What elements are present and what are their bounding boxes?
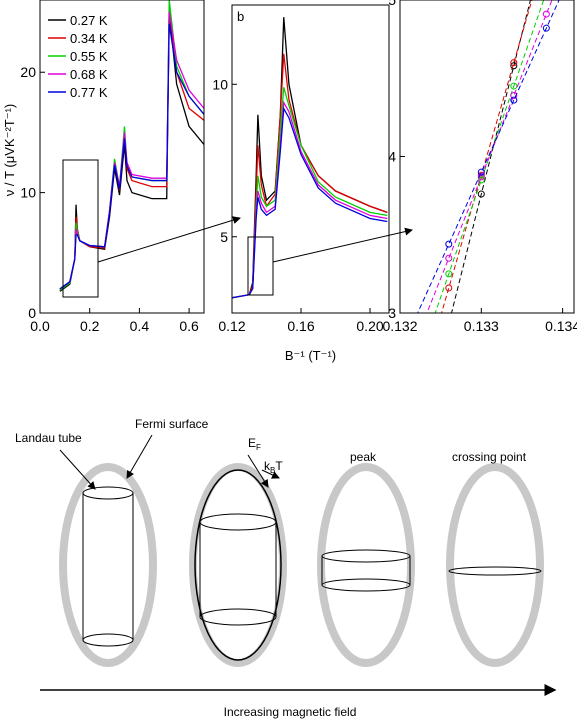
point [413,337,419,343]
label: kBT [264,459,283,475]
point [445,284,453,292]
tube-end [199,608,277,626]
label: Landau tube [15,431,82,445]
series-line [441,0,533,313]
arrow [126,434,153,479]
point [542,10,550,18]
tube-end [448,566,542,576]
fermi-surface [189,463,287,667]
x-tick-label: 0.16 [287,318,314,334]
point [477,168,485,176]
tube-end [321,578,411,592]
legend-label: 0.27 K [70,13,108,28]
point [542,24,550,32]
arrow [97,216,241,263]
x-tick-label: 0.0 [30,318,50,334]
point [446,321,452,327]
diagram [40,434,557,696]
point [445,270,453,278]
axis-label: Increasing magnetic field [224,705,357,719]
legend-label: 0.68 K [70,67,108,82]
point [510,62,518,70]
x-tick-label: 0.20 [356,318,383,334]
label: E [248,436,256,450]
x-tick-label: 0.4 [130,318,150,334]
legend-label: 0.77 K [70,85,108,100]
legend-label: 0.55 K [70,49,108,64]
series-line [434,0,545,313]
y-tick-label: 10 [212,76,228,92]
y-tick-label: 4 [388,149,396,165]
point [510,96,518,104]
point [477,173,485,181]
y-tick-label: 0 [28,305,36,321]
point [477,176,485,184]
fermi-surface [59,463,157,667]
point [413,365,419,371]
point [510,59,518,67]
fermi-surface [446,463,544,667]
legend-label: 0.34 K [70,31,108,46]
point [510,91,518,99]
y-tick-label: 10 [20,185,36,201]
plot-frame [231,4,390,314]
tube-end [321,549,411,563]
series-line [232,106,388,299]
x-tick-label: 0.134 [545,318,577,334]
label: T [275,459,283,473]
point [510,82,518,90]
series-line [451,0,532,313]
point [413,398,419,404]
arrow [59,449,96,490]
y-tick-label: 5 [388,0,396,8]
x-tick-label: 0.133 [464,318,499,334]
tube-end [199,513,277,531]
y-tick-label: 20 [20,64,36,80]
inset-box [247,236,274,296]
x-tick-label: 0.132 [382,318,417,334]
label: peak [350,450,377,464]
series-line [59,23,204,290]
series-line [426,0,553,313]
point [413,451,419,457]
panel-label: b [237,9,244,24]
point [445,254,453,262]
x-tick-label: 0.12 [218,318,245,334]
y-tick-label: 5 [220,229,228,245]
y-axis-label: ν / T (μVK⁻²T⁻¹) [2,104,17,196]
label: EF [248,436,261,452]
label: crossing point [452,450,527,464]
charts: 0.0 0.2 0.4 0.6 0 10 20 0.27 K 0.34 K 0.55 K 0.68 … [2,0,577,457]
y-tick-label: 3 [388,305,396,321]
fermi-energy [194,469,282,661]
series-line [417,0,560,313]
label: F [256,443,261,452]
arrow [247,454,269,488]
label: k [264,459,271,473]
series-line [232,17,388,299]
tube-end [82,486,134,500]
plot-frame [39,0,205,314]
series-line [232,53,388,299]
x-tick-label: 0.2 [80,318,100,334]
point [445,240,453,248]
arrow [261,469,280,479]
label: Fermi surface [135,417,209,431]
plot-frame [399,0,575,314]
fermi-surface [317,463,415,667]
tube-end [82,633,134,647]
x-axis-label: B⁻¹ (T⁻¹) [285,348,336,363]
inset-box [62,159,99,298]
arrow [272,227,413,263]
x-tick-label: 0.6 [179,318,199,334]
label: B [270,466,275,475]
point [477,190,485,198]
